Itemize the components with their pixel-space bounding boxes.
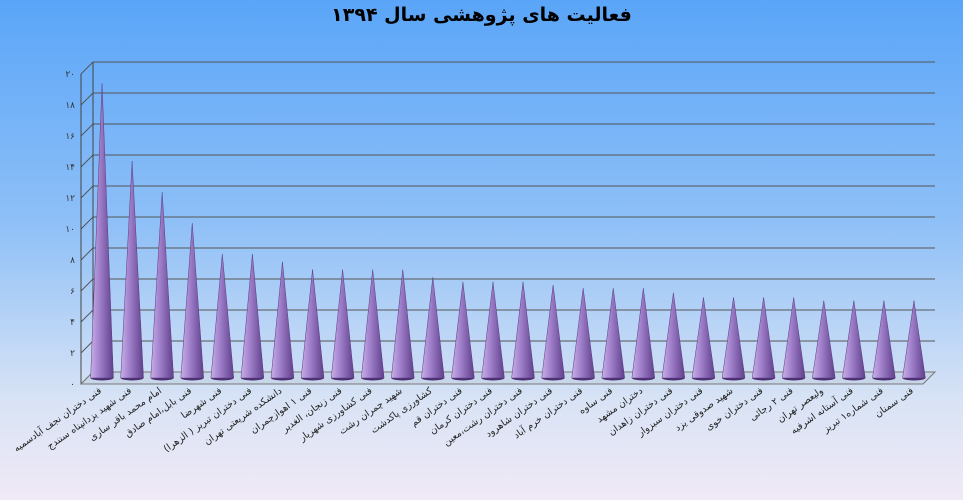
y-tick-label: ۴ [70,318,75,328]
bar [631,288,656,379]
y-tick-label: ۶ [70,287,75,297]
bar [541,284,565,379]
bar [751,297,776,379]
gridline-side [80,185,94,199]
gridlines [80,61,935,385]
gridline-side [80,309,94,323]
gridline-side [80,340,94,354]
y-tick-label: ۱۸ [65,101,75,111]
bar [511,281,535,379]
floor [79,371,937,385]
y-tick-label: ۱۴ [65,163,75,173]
bar [601,288,625,379]
bar [90,83,114,379]
y-tick-label: ۲ [70,349,75,359]
gridline-side [80,216,94,230]
bar [180,222,204,379]
bar [330,269,355,379]
gridline-side [80,123,94,137]
y-tick-label: ۰ [70,380,75,390]
bars [90,83,926,381]
bar [661,292,686,379]
bar [571,288,595,379]
y-tick-label: ۲۰ [65,70,75,80]
gridline-side [80,247,94,261]
bar [120,160,144,379]
bar [300,269,325,379]
gridline-side [80,92,94,106]
bar [721,297,746,379]
bar [240,253,265,379]
bar [691,297,716,379]
bar [421,277,445,379]
bar [360,269,385,379]
y-tick-label: ۱۶ [65,132,75,142]
bar [481,281,505,379]
y-tick-label: ۱۲ [65,194,75,204]
bar [270,261,295,379]
gridline-side [80,278,94,292]
bar [902,300,926,379]
y-tick-label: ۸ [70,256,75,266]
gridline-side [80,61,94,75]
chart-title: فعالیت های پژوهشی سال ۱۳۹۴ [331,4,632,26]
bar [451,281,475,379]
bar [210,253,235,379]
y-tick-label: ۱۰ [65,225,75,235]
gridline-side [80,154,94,168]
bar [872,300,896,379]
bar [150,191,174,379]
bar [812,300,836,379]
bar [391,269,415,379]
bar [842,300,866,379]
bar [781,297,806,379]
axes: ۰ ۲ ۴ ۶ ۸ ۱۰ ۱۲ ۱۴ ۱۶ ۱۸ ۲۰ [65,62,937,390]
